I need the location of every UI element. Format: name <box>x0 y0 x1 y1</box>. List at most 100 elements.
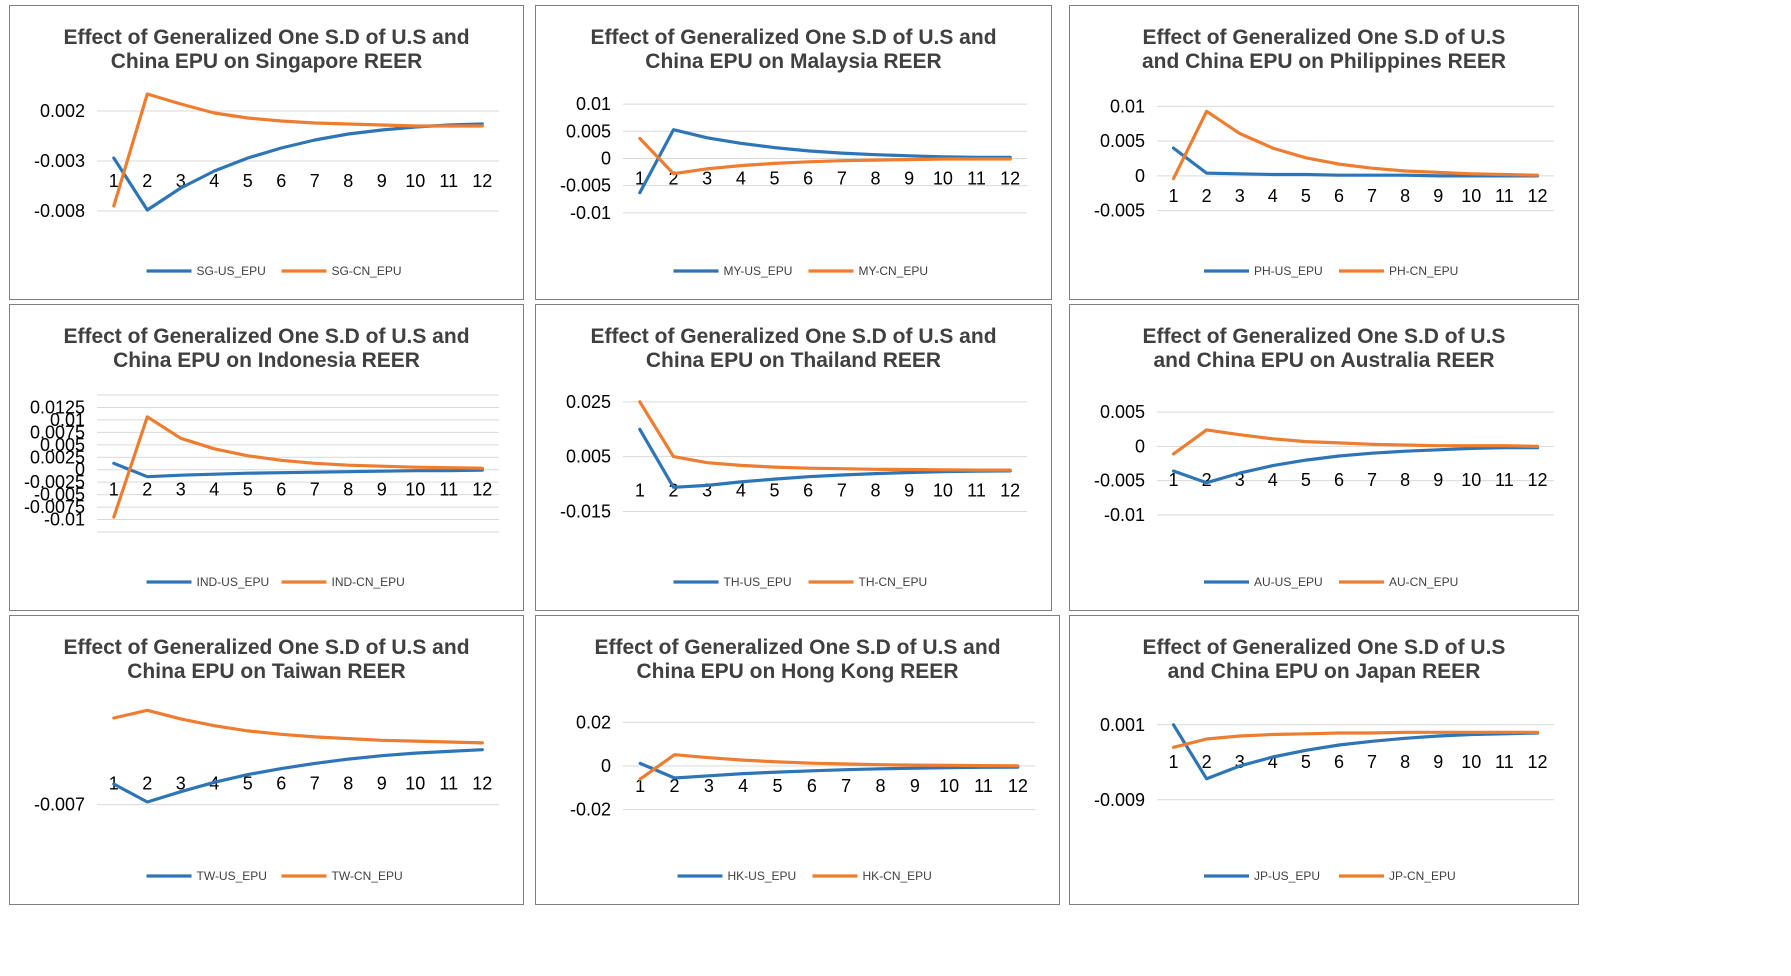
x-tick-label: 6 <box>276 480 286 500</box>
x-tick-label: 5 <box>243 480 253 500</box>
x-tick-label: 10 <box>405 480 425 500</box>
x-tick-label: 12 <box>1527 470 1547 490</box>
x-tick-label: 5 <box>1301 470 1311 490</box>
series-line-au-us-epu <box>1171 446 1540 485</box>
x-tick-label: 4 <box>1268 752 1278 772</box>
x-tick-label: 12 <box>472 171 492 191</box>
legend-label: JP-CN_EPU <box>1389 869 1456 883</box>
chart-title-line: Effect of Generalized One S.D of U.S <box>1143 26 1506 49</box>
y-tick-label: 0.001 <box>1100 715 1145 735</box>
line-chart-svg: Effect of Generalized One S.D of U.Sand … <box>1094 26 1554 278</box>
x-tick-label: 8 <box>870 169 880 189</box>
x-tick-label: 6 <box>807 776 817 796</box>
x-tick-label: 9 <box>910 776 920 796</box>
x-tick-label: 4 <box>209 480 219 500</box>
legend-label: AU-CN_EPU <box>1389 575 1458 589</box>
x-tick-label: 10 <box>405 171 425 191</box>
y-tick-label: 0 <box>601 756 611 776</box>
x-tick-label: 12 <box>1527 186 1547 206</box>
x-tick-label: 7 <box>310 171 320 191</box>
chart-panel-japan: Effect of Generalized One S.D of U.S and … <box>1069 615 1579 905</box>
chart-panel-hong-kong: Effect of Generalized One S.D of U.S and… <box>535 615 1060 905</box>
chart-panel-singapore: Effect of Generalized One S.D of U.S and… <box>9 5 524 300</box>
x-tick-label: 6 <box>1334 752 1344 772</box>
x-tick-label: 2 <box>142 171 152 191</box>
chart-title-line: Effect of Generalized One S.D of U.S <box>1143 325 1506 348</box>
chart-title-line: Effect of Generalized One S.D of U.S <box>1143 636 1506 659</box>
series-line-tw-cn-epu <box>112 708 484 745</box>
x-tick-label: 1 <box>635 169 645 189</box>
x-tick-label: 9 <box>377 480 387 500</box>
x-tick-label: 10 <box>1461 186 1481 206</box>
x-tick-label: 11 <box>1495 470 1514 490</box>
x-tick-label: 1 <box>635 776 645 796</box>
x-tick-label: 11 <box>439 171 458 191</box>
chart-title-line: Effect of Generalized One S.D of U.S and <box>63 26 469 49</box>
x-tick-label: 7 <box>310 773 320 793</box>
x-tick-label: 7 <box>310 480 320 500</box>
chart-panel-indonesia: Effect of Generalized One S.D of U.S and… <box>9 304 524 611</box>
y-tick-label: -0.01 <box>570 203 611 223</box>
y-tick-label: -0.01 <box>44 510 85 530</box>
chart-panel-philippines: Effect of Generalized One S.D of U.S and … <box>1069 5 1579 300</box>
x-tick-label: 4 <box>1268 186 1278 206</box>
x-tick-label: 1 <box>635 480 645 500</box>
x-tick-label: 1 <box>1169 186 1179 206</box>
series-line-ph-cn-epu <box>1171 109 1540 181</box>
chart-title-line: China EPU on Hong Kong REER <box>637 660 959 683</box>
x-tick-label: 6 <box>1334 470 1344 490</box>
line-chart-svg: Effect of Generalized One S.D of U.S and… <box>560 26 1027 278</box>
chart-title-line: China EPU on Singapore REER <box>111 50 423 73</box>
y-tick-label: 0.0075 <box>30 422 85 442</box>
chart-title-line: China EPU on Malaysia REER <box>645 50 941 73</box>
x-tick-label: 9 <box>904 169 914 189</box>
y-tick-label: -0.003 <box>34 151 85 171</box>
y-tick-label: 0 <box>601 149 611 169</box>
x-tick-label: 4 <box>736 169 746 189</box>
line-chart-svg: Effect of Generalized One S.D of U.S and… <box>570 636 1035 883</box>
x-tick-label: 8 <box>343 480 353 500</box>
y-tick-label: -0.02 <box>570 800 611 820</box>
chart-title-line: Effect of Generalized One S.D of U.S and <box>590 26 996 49</box>
x-tick-label: 6 <box>803 480 813 500</box>
y-tick-label: -0.01 <box>1104 505 1145 525</box>
series-line-hk-cn-epu <box>638 753 1020 781</box>
series-line-th-cn-epu <box>638 400 1012 472</box>
y-tick-label: -0.007 <box>34 795 85 815</box>
x-tick-label: 3 <box>702 169 712 189</box>
x-tick-label: 12 <box>1527 752 1547 772</box>
x-tick-label: 8 <box>875 776 885 796</box>
legend-label: SG-US_EPU <box>197 264 266 278</box>
y-tick-label: 0.005 <box>566 447 611 467</box>
y-tick-label: 0.025 <box>566 392 611 412</box>
chart-title-line: Effect of Generalized One S.D of U.S and <box>590 325 996 348</box>
x-tick-label: 3 <box>1235 752 1245 772</box>
line-chart-svg: Effect of Generalized One S.D of U.S and… <box>34 26 499 278</box>
x-tick-label: 1 <box>109 171 119 191</box>
x-tick-label: 1 <box>109 480 119 500</box>
chart-title-line: and China EPU on Philippines REER <box>1142 50 1506 73</box>
x-tick-label: 9 <box>1433 752 1443 772</box>
x-tick-label: 2 <box>1202 186 1212 206</box>
y-tick-label: -0.005 <box>1094 201 1145 221</box>
legend-label: TW-US_EPU <box>197 869 267 883</box>
x-tick-label: 4 <box>1268 470 1278 490</box>
x-tick-label: 2 <box>142 480 152 500</box>
legend-label: AU-US_EPU <box>1254 575 1323 589</box>
legend-label: IND-CN_EPU <box>332 575 405 589</box>
legend-label: MY-US_EPU <box>724 264 793 278</box>
x-tick-label: 7 <box>1367 186 1377 206</box>
y-tick-label: 0 <box>1135 166 1145 186</box>
series-line-my-cn-epu <box>638 136 1012 176</box>
y-tick-label: 0 <box>1135 436 1145 456</box>
legend-label: HK-US_EPU <box>728 869 797 883</box>
y-tick-label: 0.01 <box>1110 96 1145 116</box>
y-tick-label: -0.005 <box>1094 471 1145 491</box>
series-line-au-cn-epu <box>1171 428 1540 456</box>
chart-title-line: China EPU on Taiwan REER <box>127 660 405 683</box>
x-tick-label: 7 <box>1367 470 1377 490</box>
x-tick-label: 11 <box>1495 752 1514 772</box>
x-tick-label: 6 <box>1334 186 1344 206</box>
legend-label: PH-US_EPU <box>1254 264 1323 278</box>
x-tick-label: 3 <box>1235 186 1245 206</box>
